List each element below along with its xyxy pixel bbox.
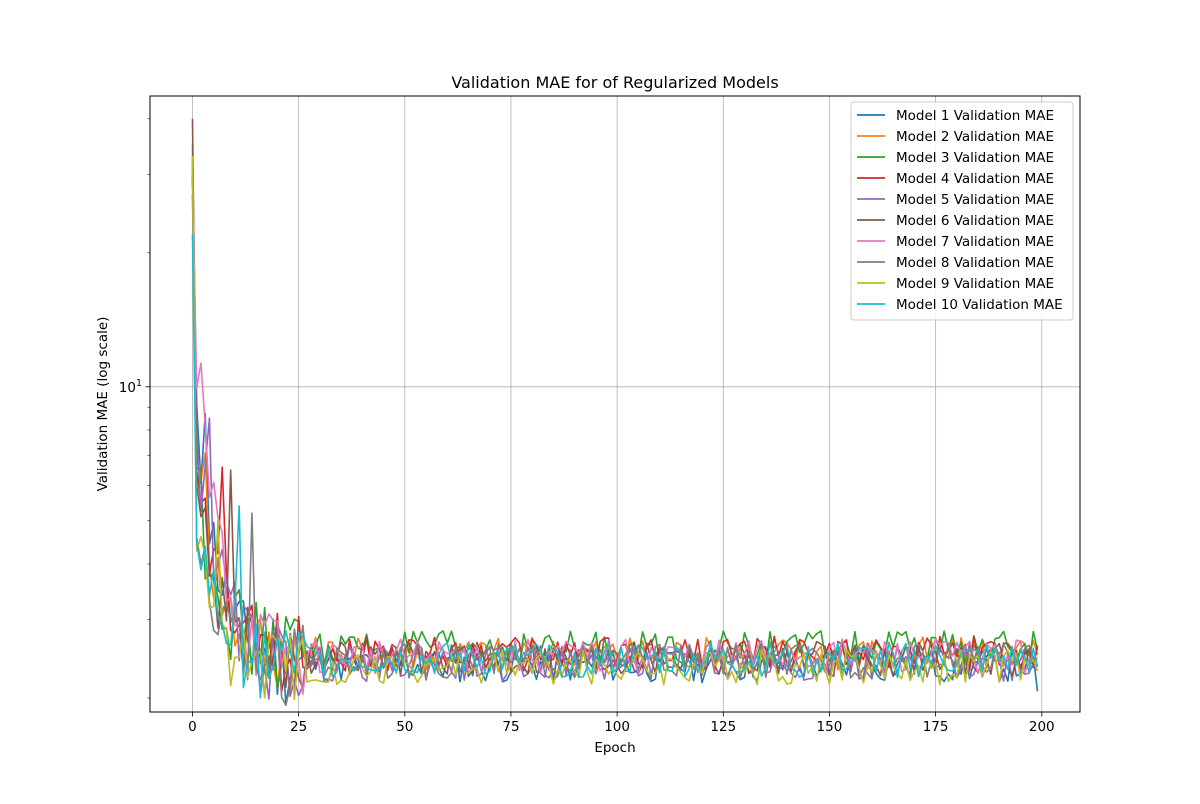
series-lines <box>191 118 1039 707</box>
x-tick-label: 75 <box>502 719 519 735</box>
plot-frame <box>149 95 1081 713</box>
legend-label: Model 10 Validation MAE <box>896 297 1063 313</box>
x-tick-label: 0 <box>188 719 197 735</box>
series-line <box>191 234 1039 699</box>
y-axis-label: Validation MAE (log scale) <box>95 317 111 492</box>
legend: Model 1 Validation MAE Model 2 Validation… <box>850 101 1074 321</box>
legend-label: Model 8 Validation MAE <box>896 255 1054 271</box>
x-tick-label: 200 <box>1029 719 1055 735</box>
series-line <box>191 174 1038 696</box>
legend-label: Model 6 Validation MAE <box>896 213 1054 229</box>
legend-label: Model 5 Validation MAE <box>896 192 1054 208</box>
legend-label: Model 1 Validation MAE <box>896 108 1054 124</box>
axes: 0 25 50 75 100 125 150 175 200 101 <box>119 118 1055 735</box>
legend-label: Model 7 Validation MAE <box>896 234 1054 250</box>
legend-box <box>850 101 1074 321</box>
legend-label: Model 4 Validation MAE <box>896 171 1054 187</box>
series-line <box>191 194 1039 689</box>
legend-label: Model 2 Validation MAE <box>896 129 1054 145</box>
y-tick-label: 101 <box>119 378 142 396</box>
x-tick-label: 25 <box>290 719 307 735</box>
x-tick-label: 125 <box>710 719 736 735</box>
legend-label: Model 9 Validation MAE <box>896 276 1054 292</box>
chart-title: Validation MAE for of Regularized Models <box>451 73 778 92</box>
x-tick-label: 100 <box>604 719 630 735</box>
x-tick-label: 175 <box>923 719 949 735</box>
x-tick-label: 50 <box>396 719 413 735</box>
x-tick-label: 150 <box>817 719 843 735</box>
legend-label: Model 3 Validation MAE <box>896 150 1054 166</box>
x-axis-label: Epoch <box>594 740 635 756</box>
